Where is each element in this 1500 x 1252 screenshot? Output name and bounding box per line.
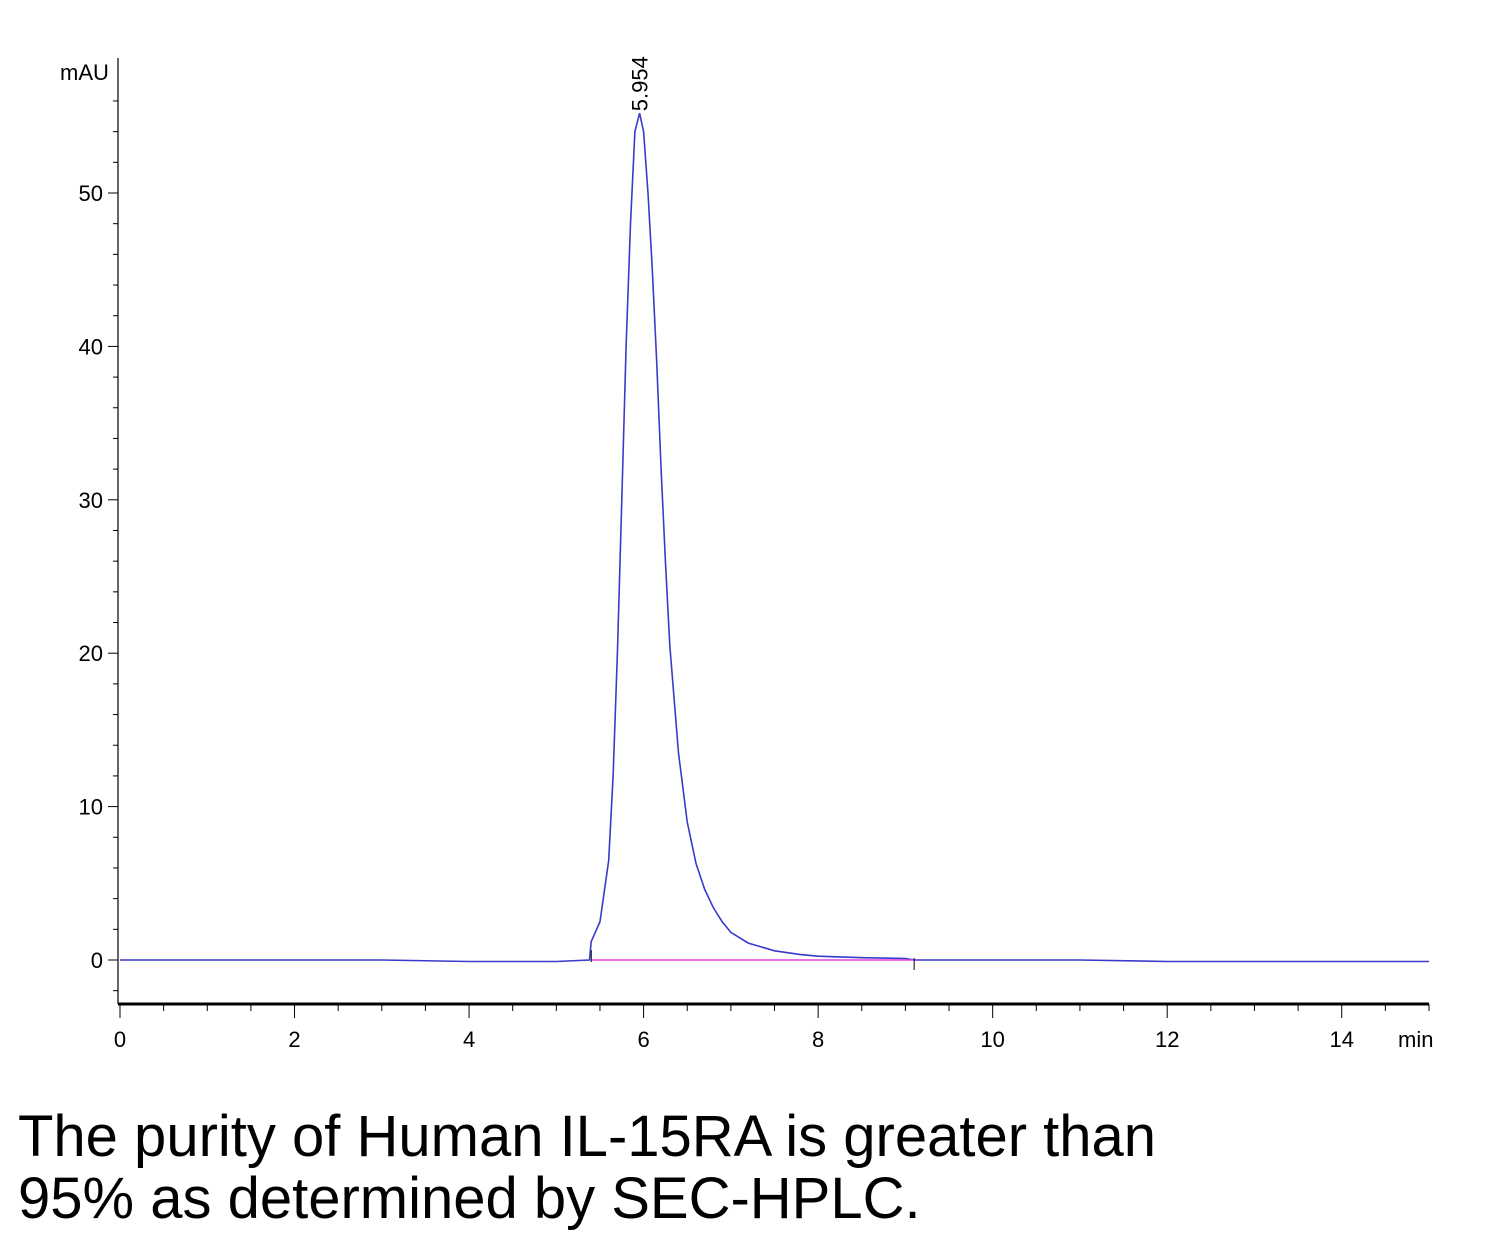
y-tick-label: 20 bbox=[79, 641, 103, 666]
chart-ticks bbox=[108, 100, 1430, 1018]
x-tick-label: 12 bbox=[1155, 1027, 1179, 1052]
y-tick-label: 10 bbox=[79, 795, 103, 820]
peak-labels: 5.954 bbox=[628, 56, 653, 111]
x-tick-label: 2 bbox=[288, 1027, 300, 1052]
y-tick-label: 40 bbox=[79, 334, 103, 359]
y-tick-label: 0 bbox=[91, 948, 103, 973]
x-tick-label: 8 bbox=[812, 1027, 824, 1052]
y-axis-unit-label: mAU bbox=[60, 60, 109, 85]
caption-line-2: 95% as determined by SEC-HPLC. bbox=[18, 1166, 921, 1231]
y-tick-label: 50 bbox=[79, 181, 103, 206]
peak-retention-label: 5.954 bbox=[628, 56, 653, 111]
chromatogram-chart: 0 10 20 30 40 50 0 2 4 6 8 10 12 14 mAU min 5.954 bbox=[60, 56, 1433, 1052]
x-tick-label: 0 bbox=[114, 1027, 126, 1052]
chart-axes bbox=[117, 58, 1429, 1006]
y-tick-label: 30 bbox=[79, 488, 103, 513]
x-tick-label: 4 bbox=[463, 1027, 475, 1052]
purity-caption: The purity of Human IL-15RA is greater t… bbox=[18, 1106, 1478, 1230]
x-tick-label: 6 bbox=[637, 1027, 649, 1052]
caption-line-1: The purity of Human IL-15RA is greater t… bbox=[18, 1104, 1157, 1169]
signal-trace bbox=[120, 113, 1429, 963]
x-tick-label: 14 bbox=[1329, 1027, 1353, 1052]
x-axis-unit-label: min bbox=[1398, 1027, 1433, 1052]
chart-tick-labels: 0 10 20 30 40 50 0 2 4 6 8 10 12 14 bbox=[79, 181, 1354, 1052]
x-tick-label: 10 bbox=[980, 1027, 1004, 1052]
chart-series bbox=[120, 113, 1429, 970]
